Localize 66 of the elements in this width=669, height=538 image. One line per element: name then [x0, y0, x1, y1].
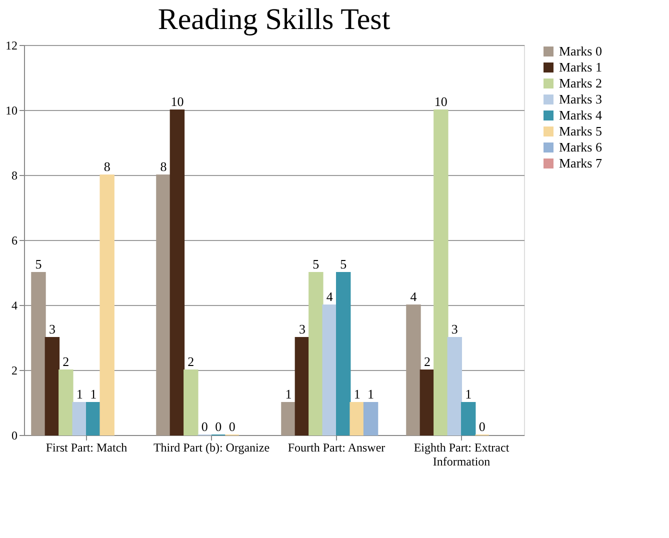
legend-label: Marks 7 [559, 156, 602, 170]
bar [322, 304, 337, 436]
bar [58, 370, 74, 436]
bar [86, 402, 101, 436]
x-tick-label: Third Part (b): Organize [153, 440, 270, 454]
chart-title: Reading Skills Test [158, 3, 391, 36]
bar [294, 337, 310, 436]
data-label: 2 [424, 354, 430, 369]
data-label: 1 [76, 386, 83, 402]
data-label: 1 [354, 386, 360, 402]
bar [406, 304, 421, 436]
data-label: 10 [434, 94, 448, 109]
data-label: 5 [340, 256, 347, 272]
legend-label: Marks 3 [559, 92, 602, 106]
data-label: 1 [465, 386, 472, 402]
data-label: 4 [326, 289, 334, 304]
data-label: 4 [410, 289, 418, 304]
data-label: 3 [298, 322, 306, 336]
data-label: 0 [228, 419, 236, 434]
data-label: 1 [90, 386, 97, 402]
data-label: 5 [312, 256, 320, 272]
bar [447, 337, 462, 436]
y-tick-label: 8 [12, 168, 18, 182]
data-label: 2 [188, 354, 194, 369]
bar [350, 402, 364, 436]
bar [156, 174, 171, 436]
bar [434, 110, 448, 436]
data-label: 2 [62, 354, 70, 369]
bar [461, 402, 476, 436]
bar [363, 402, 378, 436]
bar [72, 402, 87, 436]
y-tick-label: 6 [12, 234, 18, 248]
legend-label: Marks 0 [559, 44, 602, 58]
bar [184, 370, 198, 436]
y-tick-label: 0 [12, 428, 18, 442]
bar [170, 110, 185, 436]
bar [281, 402, 296, 436]
data-label: 3 [451, 322, 458, 336]
y-tick-label: 2 [12, 364, 18, 378]
data-label: 1 [368, 386, 374, 402]
data-label: 8 [104, 159, 110, 174]
bar [100, 174, 114, 436]
legend-label: Marks 1 [559, 60, 602, 74]
data-label: 10 [170, 94, 184, 109]
y-tick-label: 12 [6, 38, 18, 52]
bar [44, 337, 60, 436]
data-label: 8 [160, 159, 167, 174]
x-tick-label: Eighth Part: Extract Information [414, 440, 510, 468]
legend-label: Marks 4 [559, 108, 602, 122]
data-label: 0 [201, 419, 208, 434]
y-tick-label: 10 [6, 104, 18, 118]
legend-label: Marks 2 [559, 76, 602, 90]
legend-label: Marks 6 [559, 140, 602, 154]
x-tick-label: Fourth Part: Answer [288, 440, 386, 454]
legend-label: Marks 5 [559, 124, 602, 138]
x-tick-label: First Part: Match [46, 440, 128, 454]
bar [308, 272, 324, 436]
bar [31, 272, 46, 436]
data-label: 5 [35, 256, 42, 272]
data-label: 3 [48, 322, 56, 336]
data-label: 0 [478, 419, 486, 434]
y-tick-label: 4 [12, 298, 18, 312]
data-label: 0 [215, 419, 222, 434]
bar [336, 272, 351, 436]
bar [420, 370, 435, 436]
data-label: 1 [285, 386, 292, 402]
